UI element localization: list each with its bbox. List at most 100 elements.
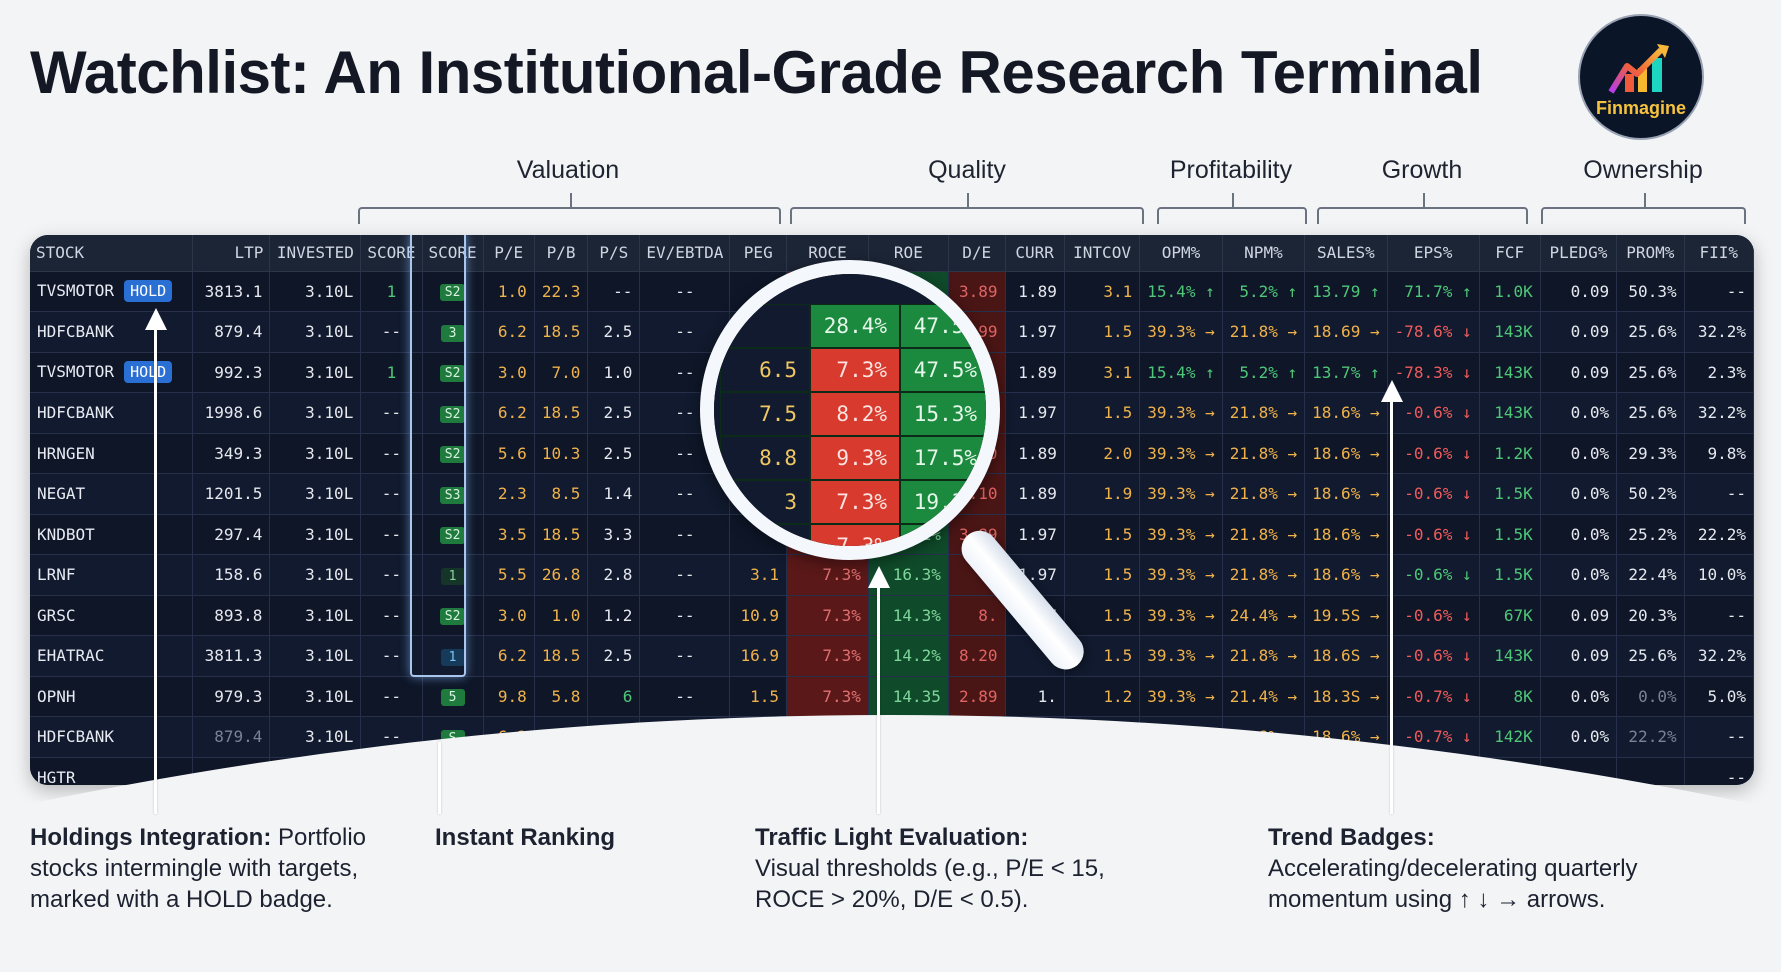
col-header-pb[interactable]: P/B — [534, 235, 589, 272]
cell-curr: 1.97 — [1005, 514, 1065, 555]
cell-pledg: 0.0% — [1540, 473, 1618, 515]
cell-pledg: 0.0% — [1540, 716, 1618, 758]
table-row[interactable]: HRNGEN349.33.10L--S25.610.32.5--8.89.3%1… — [30, 433, 1754, 474]
callout-trend-title: Trend Badges: — [1268, 824, 1435, 851]
cell-invested: 3.10L — [269, 392, 362, 434]
cell-pledg: 0.0% — [1540, 433, 1618, 474]
col-header-pledg[interactable]: PLEDG% — [1540, 235, 1618, 272]
cell-stock: LRNF — [30, 554, 193, 596]
col-header-intcov[interactable]: INTCOV — [1064, 235, 1141, 272]
col-header-eps[interactable]: EPS% — [1387, 235, 1480, 272]
cell-opm: 39.3% → — [1139, 554, 1223, 596]
table-row[interactable]: HDFCBANK1998.63.10L--S26.218.52.5--7.58.… — [30, 392, 1754, 434]
magnifier-lens: 28.4% 47.5% 6.5 7.3% 47.5% 7.5 8.2% 15.3% 8.8 9.3… — [700, 260, 1000, 560]
score-rank-badge: S2 — [439, 446, 466, 464]
stock-symbol[interactable]: HDFCBANK — [37, 727, 115, 747]
cell-score1: 1 — [360, 352, 423, 393]
stock-symbol[interactable]: HGTR — [37, 767, 76, 785]
cell-opm: 39.3% → — [1139, 392, 1223, 434]
stock-symbol[interactable]: TVSMOTOR — [37, 362, 115, 382]
magnified-roe-cell: 17.5% — [900, 436, 986, 480]
col-header-de[interactable]: D/E — [948, 235, 1006, 272]
cell-fii: 22.2% — [1684, 514, 1754, 555]
callout-holdings-title: Holdings Integration: — [30, 824, 272, 851]
stock-symbol[interactable]: EHATRAC — [37, 646, 105, 666]
col-header-npm[interactable]: NPM% — [1222, 235, 1306, 272]
cell-prom: 0.0% — [1616, 676, 1685, 717]
col-header-ltp[interactable]: LTP — [192, 235, 271, 272]
cell-pe: 6.2 — [483, 635, 535, 677]
table-row[interactable]: HGTR -- — [30, 757, 1754, 785]
traffic-light-arrow-up-icon — [867, 566, 890, 588]
cell-npm: 21.8% → — [1222, 473, 1306, 515]
cell-pe: 3.5 — [483, 514, 535, 555]
stock-symbol[interactable]: HDFCBANK — [37, 403, 115, 423]
cell-npm: 21.8% → — [1222, 716, 1306, 758]
col-header-fii[interactable]: FII% — [1684, 235, 1754, 272]
logo-text: Finmagine — [1595, 97, 1686, 118]
col-header-roe[interactable]: ROE — [868, 235, 949, 272]
table-row[interactable]: EHATRAC 3811.3 3.10L -- 1 6.2 18.5 2.5 -- 16.9 7.3… — [30, 635, 1754, 677]
cell-prom: 20.3% — [1616, 595, 1685, 636]
cell-stock: GRSC — [30, 595, 193, 636]
cell-npm: 21.8% → — [1222, 554, 1306, 596]
col-header-invested[interactable]: INVESTED — [269, 235, 362, 272]
col-header-stock[interactable]: STOCK — [30, 235, 193, 272]
cell-score2: 5 — [422, 676, 484, 717]
col-header-score-rank[interactable]: SCORE — [422, 235, 484, 272]
table-row[interactable]: OPNH 979.3 3.10L -- 5 9.8 5.8 6 -- 1.5 7.3% 14.35 2.… — [30, 676, 1754, 717]
score-rank-badge: S2 — [439, 608, 466, 626]
col-header-curr[interactable]: CURR — [1005, 235, 1065, 272]
callout-instant-ranking: Instant Ranking — [435, 822, 675, 853]
bracket-ownership — [1541, 193, 1746, 224]
cell-ltp: 3813.1 — [192, 271, 271, 312]
cell-prom: 29.3% — [1616, 433, 1685, 474]
group-label-growth: Growth — [1381, 156, 1463, 184]
stock-symbol[interactable]: HRNGEN — [37, 443, 95, 463]
stock-symbol[interactable]: TVSMOTOR — [37, 281, 115, 301]
stock-symbol[interactable]: GRSC — [37, 605, 76, 625]
cell-roce — [786, 716, 869, 758]
table-row[interactable]: LRNF 158.6 3.10L -- 1 5.5 26.8 2.8 -- 3.1 7.3% 16.3… — [30, 554, 1754, 596]
magnified-peg-cell: 7.5 — [720, 392, 810, 436]
col-header-peg[interactable]: PEG — [729, 235, 788, 272]
stock-symbol[interactable]: OPNH — [37, 686, 76, 706]
cell-invested: 3.10L — [269, 595, 362, 636]
stock-symbol[interactable]: LRNF — [37, 565, 76, 585]
cell-eps: 71.7% ↑ — [1387, 271, 1480, 312]
cell-ps: 2.5 — [587, 392, 641, 434]
stock-symbol[interactable]: NEGAT — [37, 484, 86, 504]
col-header-opm[interactable]: OPM% — [1139, 235, 1223, 272]
col-header-ev-ebtda[interactable]: EV/EBTDA — [639, 235, 731, 272]
col-header-score[interactable]: SCORE — [360, 235, 423, 272]
cell-score2: S2 — [422, 433, 484, 474]
hold-badge: HOLD — [124, 361, 173, 384]
cell-pledg: 0.09 — [1540, 311, 1618, 353]
cell-ltp: 893.8 — [192, 595, 271, 636]
stock-symbol[interactable]: HDFCBANK — [37, 322, 115, 342]
cell-invested: 3.10L — [269, 473, 362, 515]
col-header-prom[interactable]: PROM% — [1616, 235, 1685, 272]
magnified-roe-cell: 47.5% — [900, 304, 986, 348]
magnified-roe-cell: 47.5% — [900, 348, 986, 392]
table-row[interactable]: HDFCBANK 879.4 3.10L -- S 6.2 16.5 2.5 39.3% → 21… — [30, 716, 1754, 758]
col-header-ps[interactable]: P/S — [587, 235, 641, 272]
cell-score2: S2 — [422, 595, 484, 636]
cell-prom: 25.6% — [1616, 311, 1685, 353]
col-header-fcf[interactable]: FCF — [1479, 235, 1541, 272]
cell-pledg: 0.0% — [1540, 514, 1618, 555]
trend-arrow-line — [1390, 392, 1393, 814]
cell-pb: 8.5 — [534, 473, 589, 515]
cell-peg — [729, 757, 788, 785]
cell-sales: 19.5S → — [1304, 595, 1388, 636]
score-rank-badge: S2 — [439, 284, 466, 302]
col-header-sales[interactable]: SALES% — [1304, 235, 1388, 272]
cell-npm — [1222, 757, 1306, 785]
stock-symbol[interactable]: KNDBOT — [37, 524, 95, 544]
cell-score1: -- — [360, 311, 423, 353]
page-title: Watchlist: An Institutional-Grade Resear… — [30, 39, 1483, 106]
cell-sales: 18.6% → — [1304, 473, 1388, 515]
col-header-pe[interactable]: P/E — [483, 235, 535, 272]
table-row[interactable]: GRSC 893.8 3.10L -- S2 3.0 1.0 1.2 -- 10.9 7.3% 14.… — [30, 595, 1754, 636]
magnified-roe-cell: 15.3% — [900, 392, 986, 436]
